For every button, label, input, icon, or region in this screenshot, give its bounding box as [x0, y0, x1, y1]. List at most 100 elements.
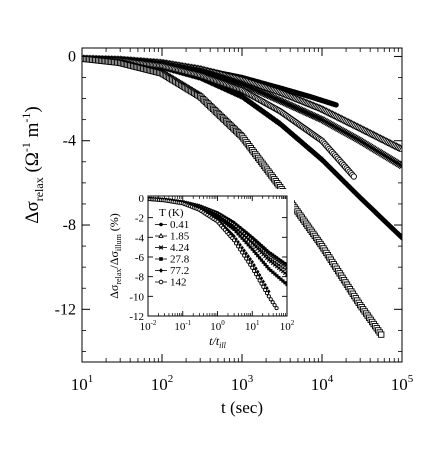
inset-series-5-point [272, 303, 277, 308]
inset-series-5-point [268, 297, 273, 302]
inset-series-3-point [217, 216, 221, 220]
inset-series-3-point [281, 279, 285, 283]
inset-series-1-point [274, 258, 280, 264]
inset-series-5-point [274, 306, 279, 311]
inset-legend-label: 77.2 [170, 265, 189, 277]
inset-series-3-point [279, 277, 283, 281]
inset-series-1-point [278, 261, 284, 267]
inset-series-3-point [228, 225, 232, 229]
main-x-tick-label: 101 [71, 373, 94, 394]
inset-y-tick-label: -6 [135, 252, 145, 264]
main-series-4-point [350, 173, 357, 180]
inset-legend-marker [159, 222, 163, 227]
inset-series-3-point [213, 214, 218, 218]
inset-series-3-point [250, 247, 254, 251]
inset-series-5-point [255, 275, 260, 280]
inset-series-4-point [254, 266, 258, 271]
inset-series-5-point [234, 241, 239, 246]
inset-series-5-point [263, 287, 268, 293]
inset-series-5-point [257, 278, 262, 283]
inset-y-tick-label: -4 [135, 232, 145, 244]
inset-series-5-point [232, 238, 237, 243]
inset-series-4-point [236, 239, 240, 245]
inset-series-3-point [230, 226, 234, 230]
inset-y-axis-label-part: illum [114, 233, 123, 251]
main-x-tick-label-exponent: 5 [408, 373, 414, 385]
inset-series-1-point [282, 264, 287, 270]
inset-series-3-point [221, 219, 225, 223]
main-series-0-point [333, 102, 339, 108]
main-y-axis-label: Δσrelax (Ω-1 m-1) [19, 106, 46, 224]
inset-y-tick-label: -8 [135, 272, 145, 284]
main-x-tick-label-exponent: 3 [248, 373, 254, 385]
inset-series-5-point [242, 253, 247, 258]
inset-series-1-point [276, 260, 282, 265]
inset-legend-title: T (K) [159, 207, 184, 219]
inset-series-3-point [259, 258, 264, 262]
main-x-tick-label-base: 10 [231, 375, 248, 394]
inset-series-3-point [254, 251, 258, 256]
main-y-tick-label: -4 [63, 133, 76, 150]
inset-y-axis-label-part: Δσ [107, 284, 121, 299]
inset-series-5-point [248, 262, 253, 267]
inset-x-tick-label-base: 10 [174, 321, 186, 333]
main-x-tick-label-exponent: 4 [328, 373, 334, 385]
inset-series-3-point [263, 262, 267, 267]
main-y-tick-label: -12 [55, 301, 76, 318]
inset-series-5-point [236, 244, 241, 249]
inset-series-5-point [244, 256, 249, 261]
inset-y-tick-label: 0 [139, 193, 145, 205]
inset-series-5-point [259, 281, 264, 286]
inset-series-3-point [215, 215, 220, 219]
main-x-tick-label-base: 10 [151, 375, 168, 394]
main-x-tick-label: 105 [391, 373, 414, 394]
inset-series-5-point [250, 265, 255, 270]
inset-x-axis-label: t/till [209, 334, 226, 350]
inset-plot-area: 10-2 10-1 100 101 1020-2-4-6-8-10-12t/tillΔσ… [106, 189, 295, 350]
inset-x-tick-label-exponent: -2 [151, 319, 157, 327]
inset-x-tick-label-base: 10 [210, 321, 222, 333]
inset-series-3-point [223, 220, 227, 224]
inset-series-1-point [268, 254, 274, 260]
inset-series-3-point [248, 245, 252, 249]
inset-series-3-point [258, 256, 262, 260]
main-series-2-point [398, 162, 402, 170]
main-series-group [82, 54, 402, 338]
inset-series-3-point [273, 272, 277, 276]
inset-series-4-point [252, 263, 256, 268]
inset-legend-marker [158, 245, 164, 250]
inset-series-3-point [256, 254, 260, 258]
inset-series-1-point [270, 255, 276, 261]
inset-series-3-point [252, 249, 256, 253]
inset-series-group [148, 196, 287, 311]
inset-series-3-point [267, 267, 271, 271]
inset-series-3-point [261, 260, 265, 264]
inset-series-3-point [246, 243, 250, 247]
main-series-1-point [398, 144, 402, 152]
inset-series-3-point [211, 213, 216, 217]
main-x-tick-label-base: 10 [311, 375, 328, 394]
inset-y-axis-label-part: (%) [107, 213, 121, 234]
main-series-5-point [378, 331, 385, 338]
inset-y-tick-label: -2 [135, 213, 144, 225]
inset-series-3-point [242, 238, 246, 242]
inset-series-3-point [234, 230, 238, 234]
inset-legend-marker [159, 268, 163, 273]
inset-series-3-point [236, 232, 240, 236]
inset-series-5-point [246, 259, 251, 264]
inset-x-tick-label-exponent: 0 [221, 319, 225, 327]
main-y-tick-label: 0 [68, 48, 76, 65]
inset-series-5-point [238, 247, 243, 252]
inset-y-tick-label: -12 [129, 311, 144, 323]
inset-y-axis-label-part: relax [114, 269, 123, 285]
inset-series-4-point [224, 226, 229, 231]
inset-x-tick-label: 102 [280, 319, 295, 333]
inset-series-4-point [234, 237, 238, 242]
inset-series-3-point [240, 236, 244, 240]
inset-series-3-point [265, 265, 269, 269]
inset-series-5-point [240, 250, 245, 255]
main-y-tick-label: -8 [63, 217, 76, 234]
inset-legend-label: 142 [170, 277, 187, 289]
